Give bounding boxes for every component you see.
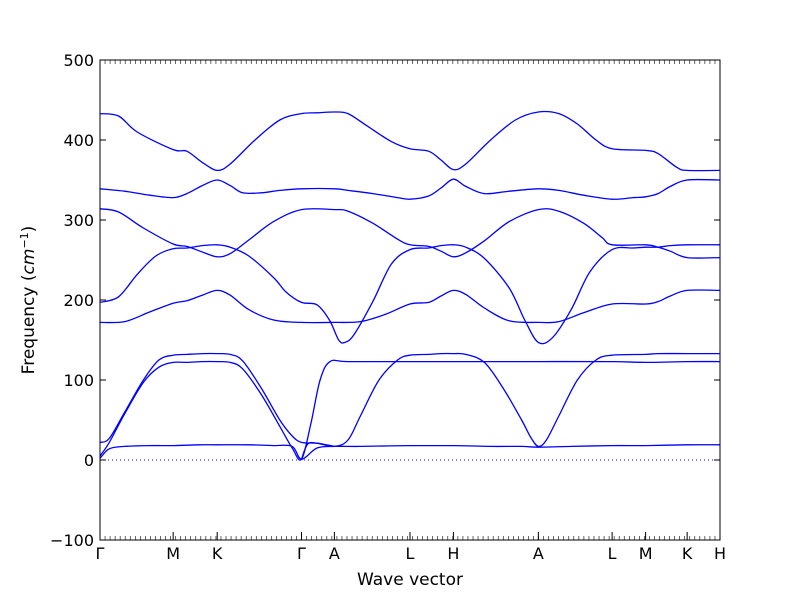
y-axis-unit-exponent: −1 <box>18 232 31 248</box>
x-tick-label: Γ <box>297 544 306 563</box>
x-tick-label: H <box>447 544 459 563</box>
x-tick-label: L <box>406 544 415 563</box>
band-5 <box>99 289 721 324</box>
band-7 <box>99 359 721 461</box>
y-axis-label: Frequency (cm−1) <box>18 226 39 375</box>
x-tick-label: K <box>212 544 223 563</box>
y-tick-label: 500 <box>63 51 94 70</box>
band-9 <box>300 441 335 460</box>
y-axis-unit: cm <box>19 249 39 275</box>
x-tick-label: M <box>639 544 653 563</box>
x-tick-label: K <box>682 544 693 563</box>
x-axis-label: Wave vector <box>357 570 463 590</box>
band-1 <box>99 110 721 172</box>
band-2 <box>99 178 721 200</box>
band-8 <box>99 444 721 460</box>
x-tick-label: Γ <box>96 544 105 563</box>
y-axis-label-text: Frequency <box>19 287 39 375</box>
x-tick-label: H <box>714 544 726 563</box>
y-tick-label: 0 <box>84 451 94 470</box>
bands-group <box>99 110 721 461</box>
band-6 <box>99 352 720 448</box>
plot-frame <box>99 59 721 541</box>
y-tick-label: 300 <box>63 211 94 230</box>
x-tick-label: M <box>166 544 180 563</box>
y-tick-label: 100 <box>63 371 94 390</box>
y-tick-label: 200 <box>63 291 94 310</box>
y-axis-ticks: −100 0 100 200 300 400 500 <box>50 51 720 550</box>
band-3 <box>99 207 721 259</box>
y-tick-label: 400 <box>63 131 94 150</box>
minor-ticks <box>99 60 721 540</box>
y-tick-label: −100 <box>50 531 94 550</box>
x-tick-label: A <box>533 544 544 563</box>
x-tick-label: L <box>608 544 617 563</box>
x-tick-label: A <box>329 544 340 563</box>
band-4 <box>99 244 721 345</box>
